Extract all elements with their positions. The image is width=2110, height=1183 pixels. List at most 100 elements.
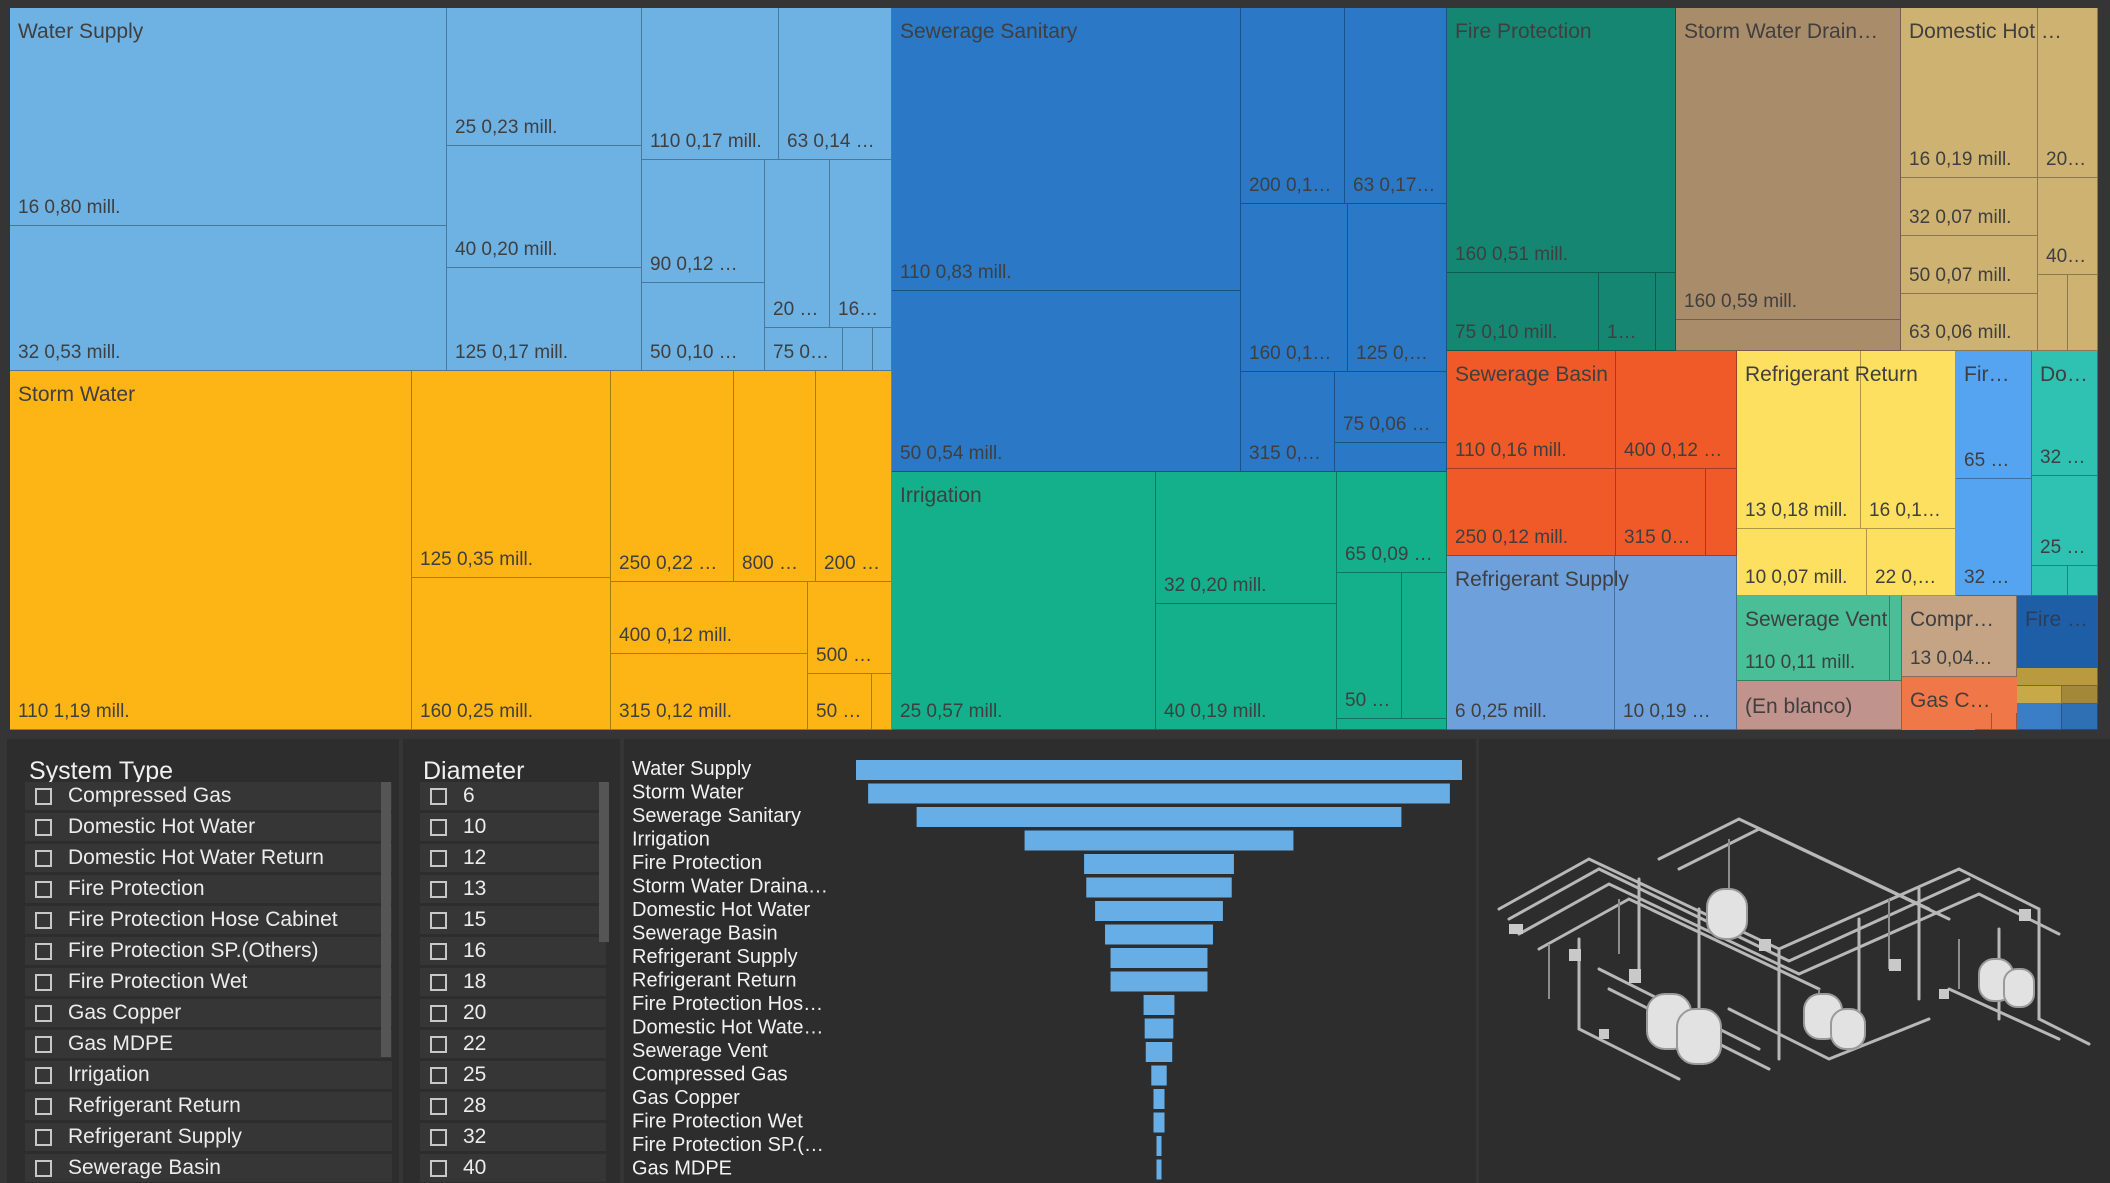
treemap-tile[interactable] [2017,704,2062,730]
treemap-tile[interactable]: 40… [2038,178,2098,275]
treemap-tile[interactable]: 500 … [808,582,892,674]
diameter-option[interactable]: 18 [420,968,606,996]
treemap-tile[interactable] [1975,713,1992,730]
checkbox-icon[interactable] [430,942,447,960]
checkbox-icon[interactable] [430,911,447,929]
diameter-option[interactable]: 6 [420,782,606,810]
treemap-tile[interactable]: 10 0,07 mill. [1737,529,1867,596]
3d-piping-model-icon[interactable] [1479,739,2110,1183]
treemap-tile[interactable]: 32 … [1956,479,2032,596]
diameter-option[interactable]: 22 [420,1030,606,1058]
funnel-bar[interactable] [856,760,1462,780]
checkbox-icon[interactable] [430,880,447,898]
treemap-tile[interactable]: 800 … [734,371,816,582]
treemap-tile[interactable]: 160 0,25 mill. [412,578,611,730]
treemap-tile[interactable]: 200 0,1… [1241,8,1345,204]
treemap-tile[interactable]: 50 … [1337,573,1402,719]
treemap-tile[interactable]: 50 … [808,674,872,730]
checkbox-icon[interactable] [35,880,52,898]
treemap-tile[interactable]: 32 0,53 mill. [10,226,447,371]
treemap-tile[interactable]: 40 0,19 mill. [1156,604,1337,730]
treemap-group-compressed[interactable]: 13 0,04… Compr… [1902,596,2017,677]
treemap-tile[interactable] [2038,275,2068,351]
checkbox-icon[interactable] [430,1159,447,1177]
treemap-tile[interactable]: 125 0,17 mill. [447,268,642,371]
diameter-option[interactable]: 10 [420,813,606,841]
treemap-tile[interactable]: 63 0,06 mill. [1901,294,2038,351]
system-type-option[interactable]: Irrigation [25,1061,392,1089]
system-type-option[interactable]: Domestic Hot Water [25,813,392,841]
treemap-tile[interactable]: 125 0,35 mill. [412,371,611,578]
treemap-tile[interactable]: 250 0,22 … [611,371,734,582]
diameter-option[interactable]: 13 [420,875,606,903]
system-type-option[interactable]: Gas Copper [25,999,392,1027]
system-type-option[interactable]: Domestic Hot Water Return [25,844,392,872]
treemap-group-fire-protection[interactable]: 160 0,51 mill. 75 0,10 mill. 1… Fire Pro… [1447,8,1676,351]
funnel-bar[interactable] [1153,1089,1165,1109]
checkbox-icon[interactable] [430,1128,447,1146]
system-type-option[interactable]: Refrigerant Supply [25,1123,392,1151]
checkbox-icon[interactable] [35,1159,52,1177]
system-type-option[interactable]: Fire Protection Wet [25,968,392,996]
treemap-tile[interactable]: 400 0,12 mill. [611,582,808,654]
treemap-tile[interactable]: 13 0,18 mill. [1737,351,1861,529]
checkbox-icon[interactable] [35,787,52,805]
treemap-tile[interactable]: 110 0,16 mill. [1447,351,1616,469]
diameter-option[interactable]: 25 [420,1061,606,1089]
treemap-tile[interactable]: 10 0,19 … [1615,556,1737,730]
checkbox-icon[interactable] [35,1035,52,1053]
treemap-tile[interactable] [843,328,873,371]
treemap-group-irrigation[interactable]: 25 0,57 mill. 32 0,20 mill. 40 0,19 mill… [892,472,1447,730]
funnel-bar[interactable] [1145,1042,1173,1062]
checkbox-icon[interactable] [35,849,52,867]
treemap-tile[interactable]: 110 0,83 mill. [892,8,1241,291]
treemap-tile[interactable] [2017,686,2062,704]
funnel-bar[interactable] [1110,948,1208,968]
funnel-bar[interactable] [1144,1018,1174,1039]
diameter-scrollbar[interactable] [599,782,609,942]
treemap-tile[interactable] [2062,704,2098,730]
treemap-group-do-small[interactable]: 32 … 25 … Do… [2032,351,2098,596]
checkbox-icon[interactable] [430,973,447,991]
treemap-tile[interactable]: 250 0,12 mill. [1447,469,1616,556]
treemap-tile[interactable]: 25 0,23 mill. [447,8,642,146]
funnel-bar[interactable] [1143,995,1175,1015]
checkbox-icon[interactable] [430,1004,447,1022]
treemap-tile[interactable]: 65 0,09 … [1337,472,1447,573]
diameter-option[interactable]: 20 [420,999,606,1027]
funnel-bar[interactable] [1024,830,1294,851]
treemap-tile[interactable]: 75 0,10 mill. [1447,273,1599,351]
treemap-tile[interactable]: 110 0,11 mill. [1737,596,1890,681]
treemap-tile[interactable]: 200 … [816,371,892,582]
treemap-tile[interactable]: 110 1,19 mill. [10,371,412,730]
treemap-tile[interactable] [1402,573,1447,719]
treemap-group-refrigerant-return[interactable]: 13 0,18 mill. 16 0,1… 10 0,07 mill. 22 0… [1737,351,1956,596]
checkbox-icon[interactable] [35,1004,52,1022]
funnel-bar[interactable] [916,807,1402,827]
treemap-group-domestic-hot[interactable]: 16 0,19 mill. 20… 32 0,07 mill. 50 0,07 … [1901,8,2098,351]
treemap-tile[interactable]: 50 0,07 mill. [1901,236,2038,294]
treemap-group-refrigerant-supply[interactable]: 6 0,25 mill. 10 0,19 … Refrigerant Suppl… [1447,556,1737,730]
treemap-tile[interactable] [1656,273,1676,351]
treemap-tile[interactable]: 32 0,07 mill. [1901,178,2038,236]
diameter-option[interactable]: 15 [420,906,606,934]
treemap-tile[interactable] [1890,596,1902,681]
treemap-group-sewerage-sanitary[interactable]: 110 0,83 mill. 50 0,54 mill. 200 0,1… 63… [892,8,1447,472]
treemap-tile[interactable]: 20 … [765,160,830,328]
treemap-tile[interactable]: 40 0,20 mill. [447,146,642,268]
treemap-group-fire-dark[interactable]: Fire … [2017,596,2098,668]
treemap-tile[interactable]: 63 0,17… [1345,8,1447,204]
treemap-tile[interactable]: 16 0,1… [1861,351,1956,529]
treemap-tile[interactable]: 32 0,20 mill. [1156,472,1337,604]
treemap-tile[interactable]: 110 0,17 mill. [642,8,779,160]
system-type-option[interactable]: Fire Protection [25,875,392,903]
treemap-tile[interactable]: 25 0,57 mill. [892,472,1156,730]
system-type-option[interactable]: Refrigerant Return [25,1092,392,1120]
treemap-tile[interactable] [872,674,892,730]
funnel-bar[interactable] [1151,1065,1167,1086]
funnel-bar[interactable] [868,783,1450,804]
system-type-scrollbar[interactable] [381,782,391,1057]
treemap-group-storm-water-drain[interactable]: 160 0,59 mill. Storm Water Drain… [1676,8,1901,351]
treemap-tile[interactable]: 20… [2038,8,2098,178]
